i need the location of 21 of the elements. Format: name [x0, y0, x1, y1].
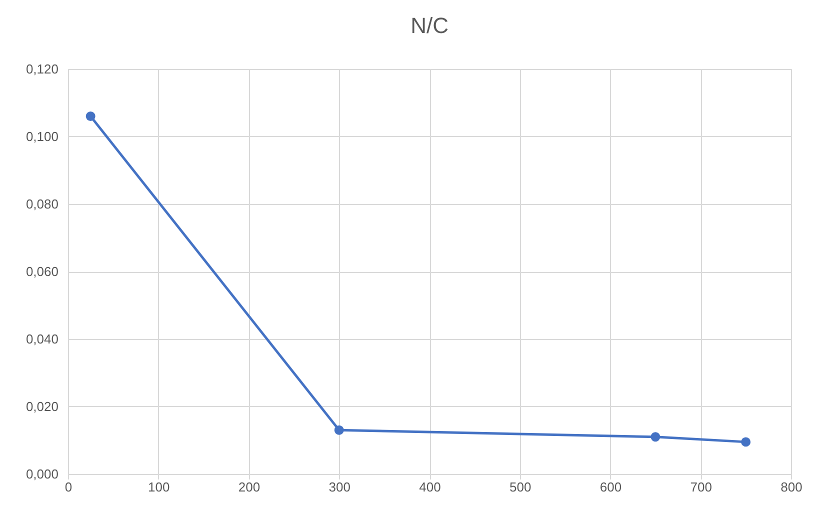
x-tick-label: 300 — [328, 480, 350, 494]
y-tick-label: 0,120 — [26, 62, 58, 76]
point — [650, 432, 660, 442]
y-tick-label: 0,060 — [26, 264, 58, 279]
x-tick-label: 600 — [600, 480, 622, 494]
y-tick-label: 0,040 — [26, 332, 58, 346]
y-tick-label: 0,000 — [26, 466, 58, 482]
x-tick-label: 500 — [510, 480, 532, 494]
x-tick-label: 100 — [148, 480, 170, 494]
x-tick-label: 0 — [64, 480, 72, 494]
x-tick-label: 700 — [690, 480, 712, 494]
y-tick-label: 0,080 — [26, 196, 58, 212]
x-tick-label: 200 — [238, 480, 260, 494]
point — [86, 112, 96, 121]
y-tick-label: 0,020 — [26, 399, 58, 414]
chart-title: N/C — [410, 13, 449, 38]
point — [334, 425, 344, 435]
point — [741, 437, 751, 447]
y-tick-label: 0,100 — [26, 129, 58, 144]
x-tick-label: 400 — [419, 480, 441, 494]
x-tick-label: 800 — [780, 480, 802, 494]
